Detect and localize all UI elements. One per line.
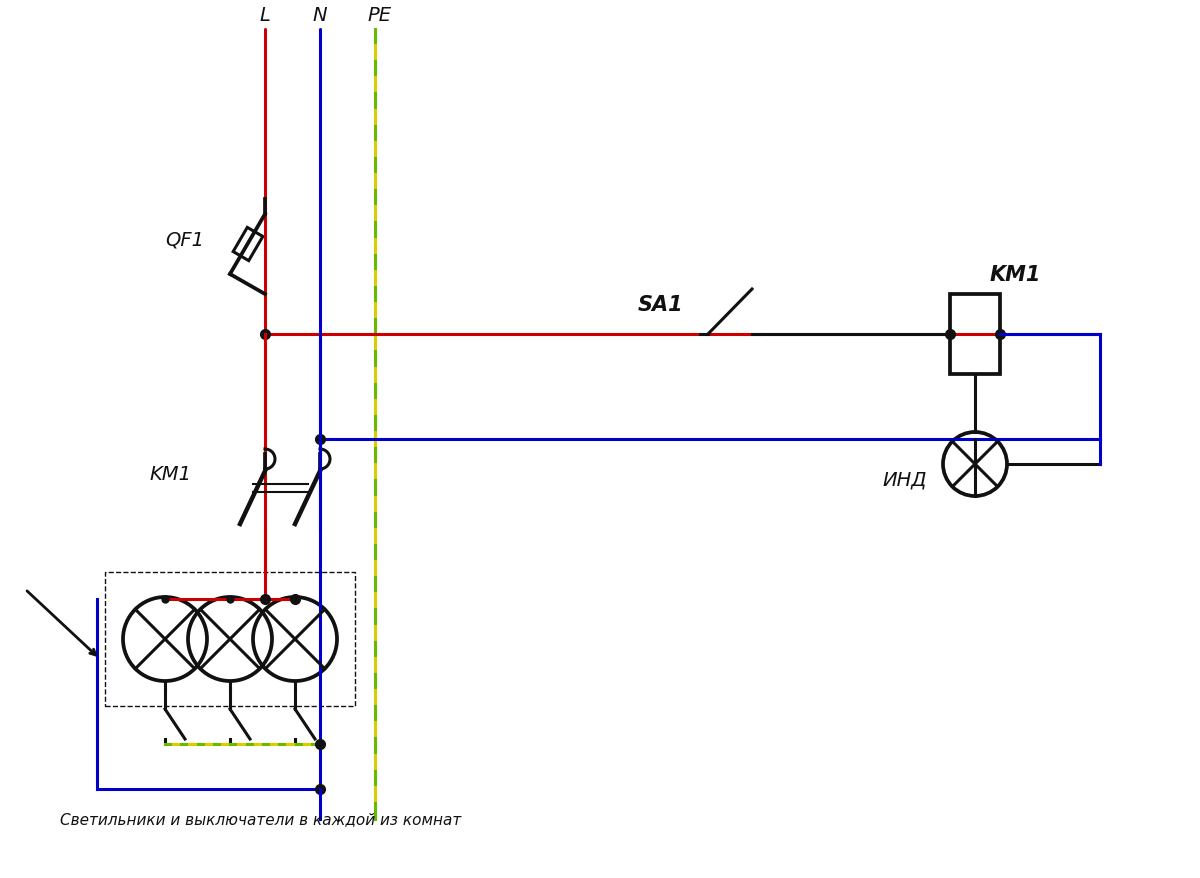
- Text: QF1: QF1: [166, 230, 204, 249]
- Bar: [106, 572, 355, 706]
- Text: L: L: [259, 5, 270, 25]
- Text: ИНД: ИНД: [883, 470, 928, 489]
- Text: SA1: SA1: [637, 295, 683, 314]
- Text: N: N: [313, 5, 328, 25]
- Bar: [233, 228, 263, 262]
- Text: PE: PE: [368, 5, 392, 25]
- Text: KM1: KM1: [149, 465, 191, 484]
- Text: Светильники и выключатели в каждой из комнат: Светильники и выключатели в каждой из ко…: [60, 811, 461, 826]
- Text: KM1: KM1: [989, 264, 1040, 284]
- Bar: [950, 295, 1000, 375]
